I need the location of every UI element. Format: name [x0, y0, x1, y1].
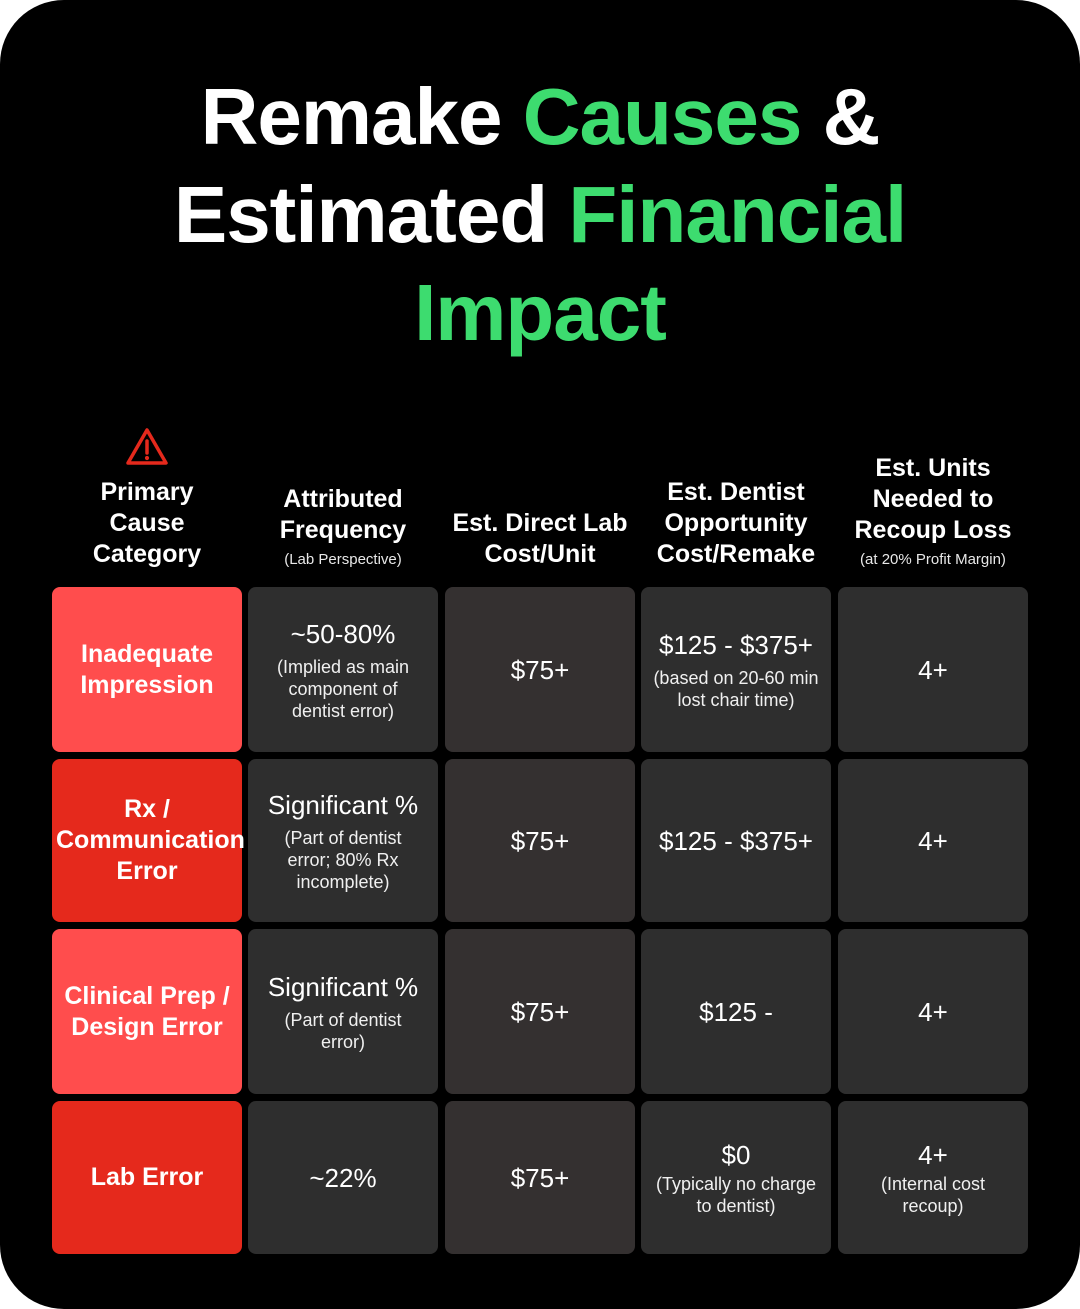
- header-label: Attributed Frequency: [279, 485, 407, 544]
- lab-cost-cell: $75+: [445, 1101, 635, 1254]
- units-value: 4+: [918, 654, 948, 685]
- title-word: Estimated: [173, 170, 548, 259]
- opportunity-note: (Typically no charge to dentist): [655, 1173, 817, 1216]
- lab-cost-value: $75+: [510, 654, 570, 685]
- frequency-value: Significant %: [267, 789, 419, 820]
- title-word: &: [822, 72, 881, 161]
- units-value: 4+: [918, 996, 948, 1027]
- frequency-note: (Implied as main component of dentist er…: [276, 656, 410, 721]
- opportunity-note: (based on 20-60 min lost chair time): [653, 667, 819, 710]
- cause-label: Lab Error: [90, 1163, 204, 1191]
- lab-cost-value: $75+: [510, 825, 570, 856]
- opportunity-cell: $125 - $375+ (based on 20-60 min lost ch…: [641, 587, 831, 752]
- warning-triangle-icon: [126, 428, 168, 465]
- opportunity-value: $125 -: [699, 996, 773, 1027]
- title-line-2: Estimated Financial: [0, 166, 1080, 264]
- units-cell: 4+: [838, 929, 1028, 1094]
- frequency-cell: Significant % (Part of dentist error; 80…: [248, 759, 438, 922]
- header-lab-cost: Est. Direct Lab Cost/Unit: [445, 400, 635, 570]
- header-frequency: Attributed Frequency (Lab Perspective): [248, 400, 438, 570]
- cause-cell: Rx / Communication Error: [52, 759, 245, 922]
- header-label: Primary Cause Category: [92, 478, 202, 568]
- cause-cell: Clinical Prep / Design Error: [52, 929, 242, 1094]
- title-word: Remake: [200, 72, 503, 161]
- cause-cell: Lab Error: [52, 1101, 242, 1254]
- title-word-highlight: Financial: [568, 170, 907, 259]
- cause-label: Inadequate Impression: [80, 639, 214, 699]
- lab-cost-cell: $75+: [445, 587, 635, 752]
- lab-cost-cell: $75+: [445, 759, 635, 922]
- header-sublabel: (Lab Perspective): [284, 551, 402, 568]
- opportunity-value: $0: [721, 1139, 751, 1170]
- opportunity-value: $125 - $375+: [659, 629, 813, 660]
- frequency-cell: Significant % (Part of dentist error): [248, 929, 438, 1094]
- frequency-value: Significant %: [267, 971, 419, 1002]
- page-title: Remake Causes & Estimated Financial Impa…: [0, 68, 1080, 362]
- title-line-1: Remake Causes &: [0, 68, 1080, 166]
- lab-cost-value: $75+: [510, 996, 570, 1027]
- frequency-note: (Part of dentist error): [284, 1009, 402, 1052]
- units-cell: 4+ (Internal cost recoup): [838, 1101, 1028, 1254]
- title-line-3: Impact: [414, 268, 667, 357]
- header-label: Est. Direct Lab Cost/Unit: [452, 509, 628, 568]
- units-note: (Internal cost recoup): [880, 1173, 986, 1216]
- frequency-value: ~22%: [309, 1162, 377, 1193]
- frequency-note: (Part of dentist error; 80% Rx incomplet…: [284, 827, 402, 892]
- title-word-highlight: Causes: [522, 72, 803, 161]
- header-label: Est. Units Needed to Recoup Loss: [854, 454, 1012, 544]
- frequency-cell: ~50-80% (Implied as main component of de…: [248, 587, 438, 752]
- units-cell: 4+: [838, 759, 1028, 922]
- units-value: 4+: [918, 1139, 948, 1170]
- units-value: 4+: [918, 825, 948, 856]
- opportunity-cell: $125 - $375+: [641, 759, 831, 922]
- lab-cost-cell: $75+: [445, 929, 635, 1094]
- opportunity-value: $125 - $375+: [659, 825, 813, 856]
- units-cell: 4+: [838, 587, 1028, 752]
- header-opportunity: Est. Dentist Opportunity Cost/Remake: [638, 400, 834, 570]
- cause-cell: Inadequate Impression: [52, 587, 242, 752]
- header-units: Est. Units Needed to Recoup Loss (at 20%…: [835, 400, 1031, 570]
- frequency-cell: ~22%: [248, 1101, 438, 1254]
- cause-label: Rx / Communication Error: [56, 795, 245, 885]
- opportunity-cell: $125 -: [641, 929, 831, 1094]
- lab-cost-value: $75+: [510, 1162, 570, 1193]
- frequency-value: ~50-80%: [290, 618, 396, 649]
- opportunity-cell: $0 (Typically no charge to dentist): [641, 1101, 831, 1254]
- header-label: Est. Dentist Opportunity Cost/Remake: [656, 478, 816, 568]
- header-cause: Primary Cause Category: [52, 410, 242, 570]
- header-sublabel: (at 20% Profit Margin): [860, 551, 1006, 568]
- cause-label: Clinical Prep / Design Error: [64, 981, 230, 1041]
